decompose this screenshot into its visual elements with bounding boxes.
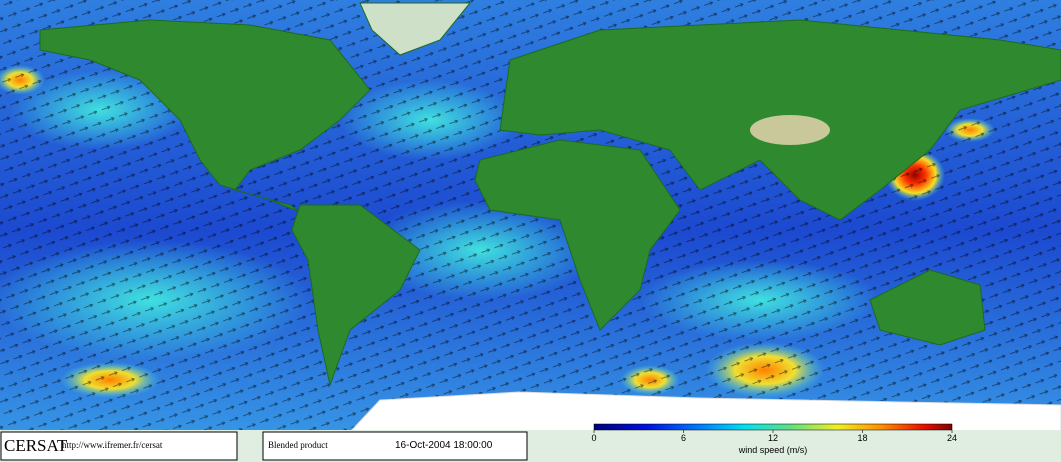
tibet bbox=[750, 115, 830, 145]
colorbar-tick-label: 12 bbox=[768, 433, 778, 443]
colorbar-tick-label: 6 bbox=[681, 433, 686, 443]
info-box: CERSAT http://www.ifremer.fr/cersat Blen… bbox=[0, 431, 528, 461]
source-box bbox=[0, 431, 238, 461]
product: Blended product bbox=[268, 440, 328, 450]
land bbox=[39, 2, 1061, 433]
africa bbox=[474, 139, 681, 331]
colorbar-tick-label: 24 bbox=[947, 433, 957, 443]
colorbar-label: wind speed (m/s) bbox=[738, 445, 808, 455]
south-america bbox=[291, 204, 421, 387]
logo: CERSAT bbox=[4, 436, 68, 455]
greenland bbox=[359, 2, 472, 56]
colorbar-ramp bbox=[593, 423, 953, 431]
timestamp: 16-Oct-2004 18:00:00 bbox=[395, 440, 493, 451]
colorbar-tick-label: 18 bbox=[857, 433, 867, 443]
australia bbox=[869, 269, 986, 346]
north-america bbox=[39, 19, 371, 213]
url: http://www.ifremer.fr/cersat bbox=[62, 440, 163, 450]
colorbar: wind speed (m/s) 0 6 12 18 24 bbox=[591, 423, 957, 455]
product-box bbox=[262, 431, 528, 461]
colorbar-tick-label: 0 bbox=[591, 433, 596, 443]
